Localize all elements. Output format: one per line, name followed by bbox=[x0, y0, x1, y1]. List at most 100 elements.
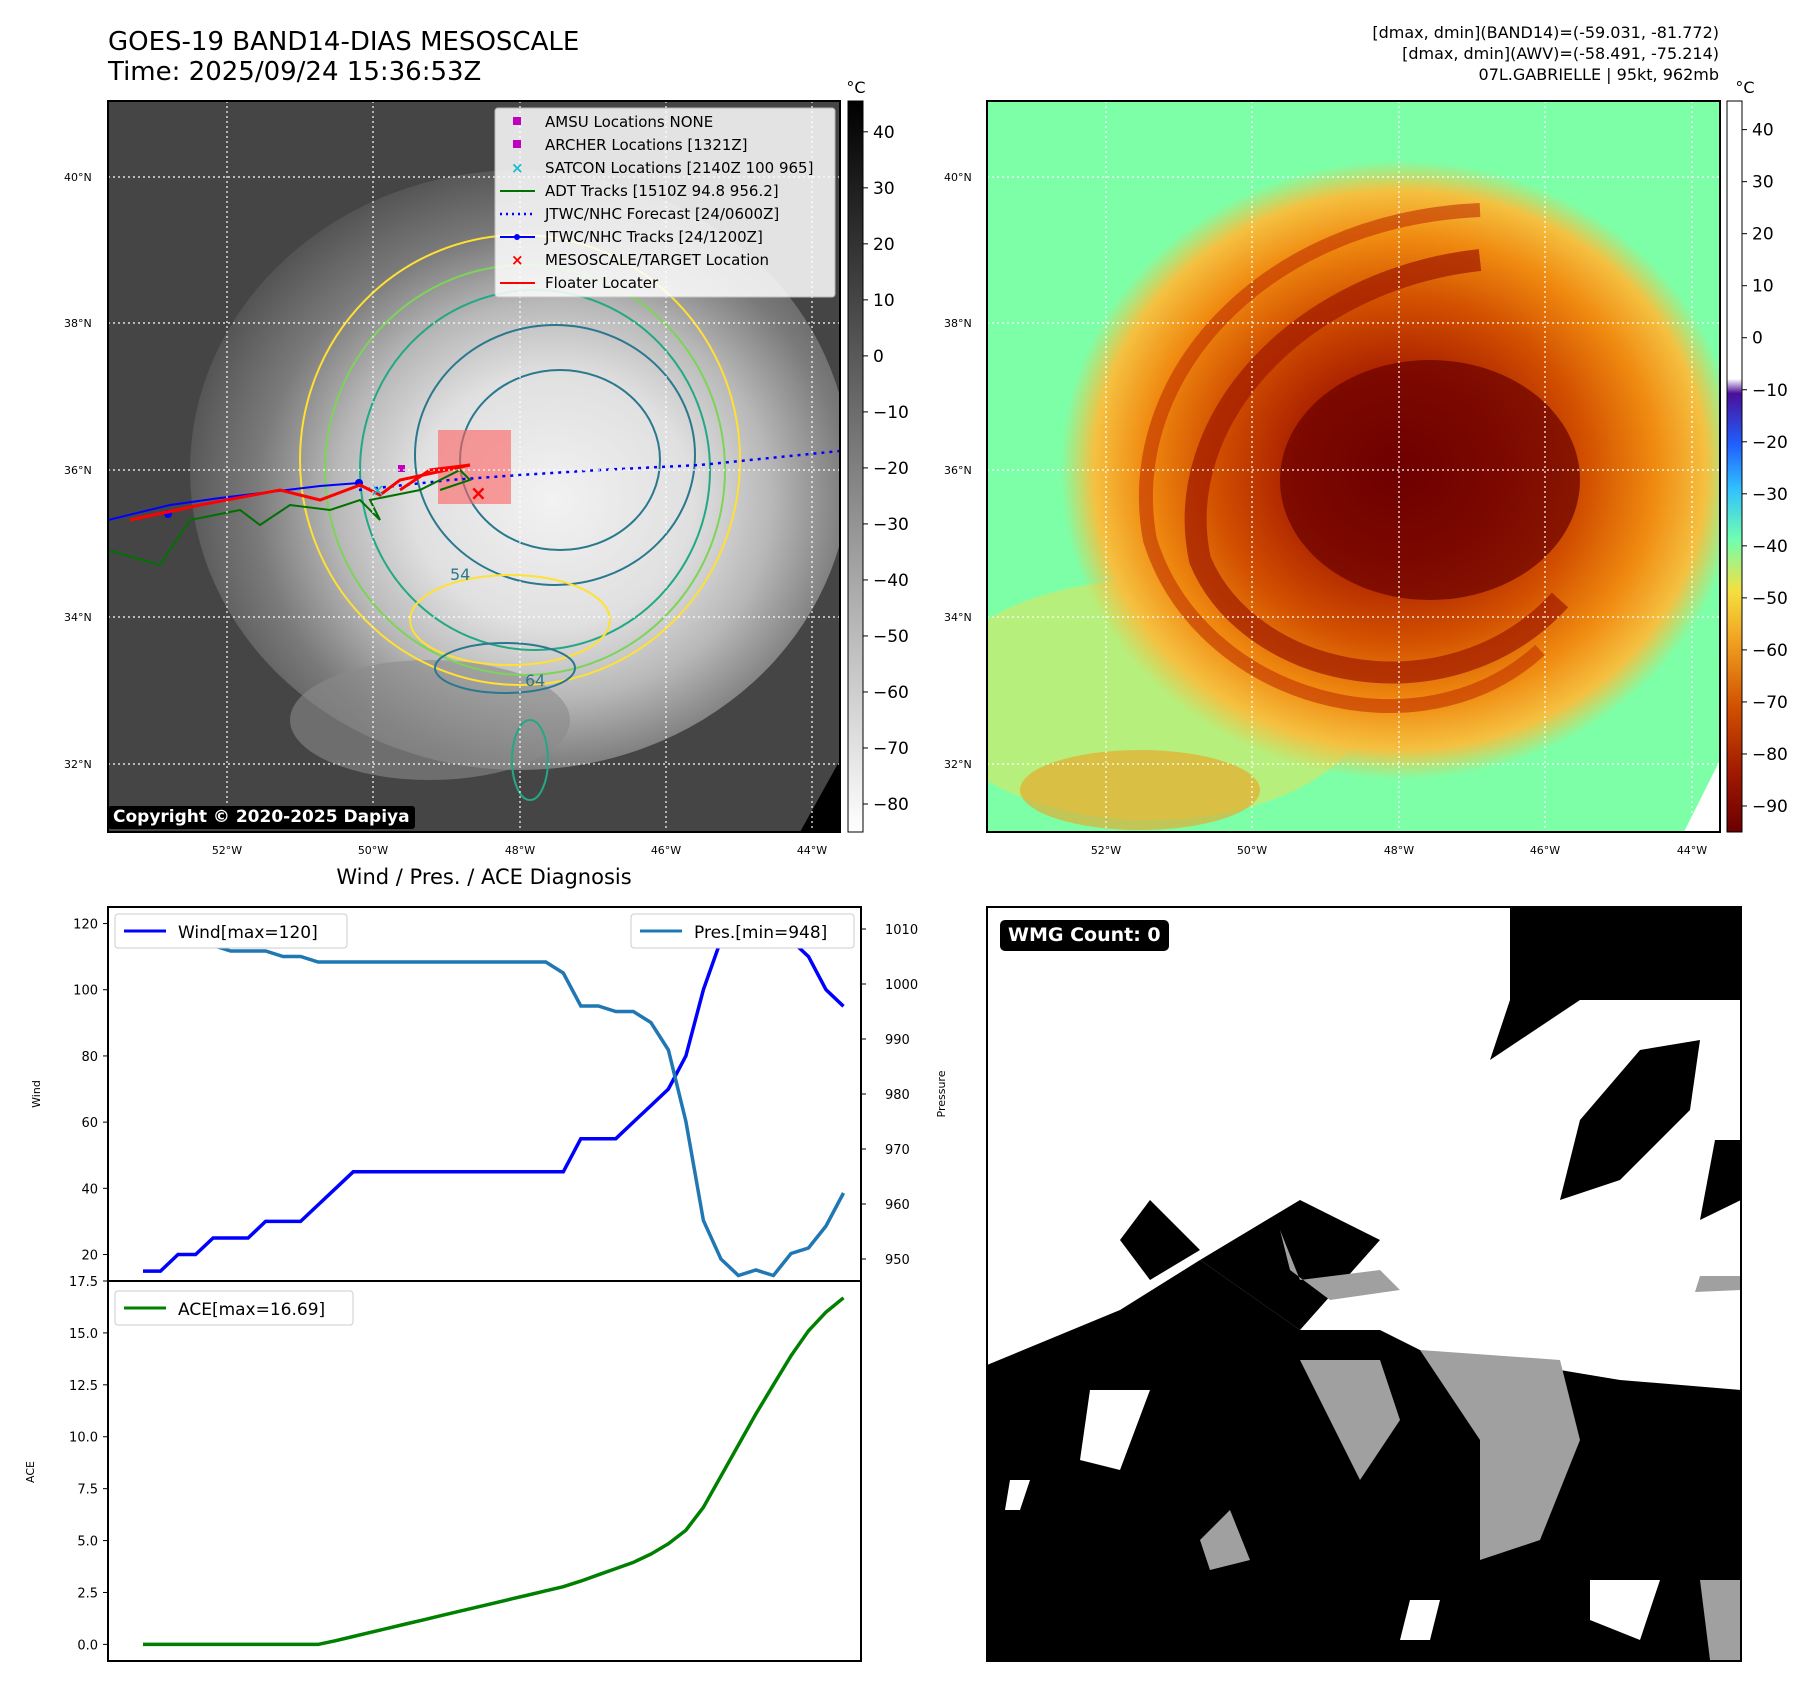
wmg-gray-region bbox=[1200, 1510, 1250, 1570]
wind-legend: Wind[max=120] bbox=[114, 913, 348, 949]
colorbar-tick-label: −30 bbox=[873, 515, 909, 535]
pressure-legend-label: Pres.[min=948] bbox=[694, 923, 827, 943]
pressure-legend-box bbox=[630, 913, 855, 949]
colorbar-tick-label: 30 bbox=[1752, 173, 1774, 193]
archer-location-marker bbox=[398, 465, 405, 472]
ir-colorbar-unit: °C bbox=[846, 78, 865, 97]
wmg-panel bbox=[986, 906, 1742, 1662]
wmg-count-label: WMG Count: 0 bbox=[1000, 920, 1169, 951]
legend-label: AMSU Locations NONE bbox=[545, 113, 713, 131]
wv-colorbar-ticks: 40 30 20 10 0 −10 −20 −30 −40 −50 −60 −70 −80 −90 bbox=[1742, 121, 1788, 817]
legend-box bbox=[494, 107, 836, 298]
y-tick-label: 80 bbox=[81, 1050, 98, 1065]
legend-label: JTWC/NHC Forecast [24/0600Z] bbox=[544, 205, 779, 223]
colorbar-tick-label: −50 bbox=[1752, 589, 1788, 609]
y-tick-label: 7.5 bbox=[77, 1483, 98, 1498]
wmg-white-region bbox=[1080, 1390, 1150, 1470]
contour-label: 64 bbox=[525, 671, 545, 690]
series-line-ace bbox=[143, 1296, 845, 1647]
colorbar-tick-label: −10 bbox=[1752, 381, 1788, 401]
colorbar-tick-label: −70 bbox=[1752, 693, 1788, 713]
legend-entry: JTWC/NHC Forecast [24/0600Z] bbox=[500, 205, 779, 223]
wv-frame bbox=[986, 100, 1721, 833]
legend-marker: × bbox=[511, 251, 524, 269]
lon-tick-label: 50°W bbox=[358, 844, 388, 857]
wmg-white-region bbox=[1005, 1480, 1030, 1510]
wv-colorbar-unit: °C bbox=[1735, 78, 1754, 97]
y2-tick-label: 1000 bbox=[885, 978, 918, 993]
lon-tick-label: 46°W bbox=[651, 844, 681, 857]
info-line2: [dmax, dmin](AWV)=(-58.491, -75.214) bbox=[1402, 44, 1719, 63]
colorbar-tick-label: 40 bbox=[873, 123, 895, 143]
wind-legend-label: Wind[max=120] bbox=[178, 923, 318, 943]
wv-core bbox=[1280, 360, 1580, 600]
diagnosis-chart-title: Wind / Pres. / ACE Diagnosis bbox=[336, 865, 631, 889]
wmg-gray-region bbox=[1280, 1230, 1400, 1300]
ir-colorbar-ticks: 40 30 20 10 0 −10 −20 −30 −40 −50 −60 −70 −80 bbox=[863, 123, 909, 815]
lon-tick-label: 48°W bbox=[505, 844, 535, 857]
wv-panel: 40°N 38°N 36°N 34°N 32°N 52°W 50°W 48°W … bbox=[944, 78, 1788, 857]
ace-chart-frame bbox=[107, 1280, 862, 1662]
y-tick-label: 17.5 bbox=[69, 1275, 98, 1290]
wmg-gray-region bbox=[1700, 1580, 1741, 1660]
y2-tick-label: 1010 bbox=[885, 923, 918, 938]
wmg-black-region bbox=[1490, 907, 1741, 1060]
colorbar-tick-label: −60 bbox=[873, 683, 909, 703]
info-line1: [dmax, dmin](BAND14)=(-59.031, -81.772) bbox=[1372, 23, 1719, 42]
lat-tick-label: 40°N bbox=[944, 171, 972, 184]
colorbar-tick-label: 30 bbox=[873, 179, 895, 199]
y-tick-label: 100 bbox=[73, 984, 98, 999]
wmg-black-region bbox=[1120, 1200, 1200, 1280]
legend-label: SATCON Locations [2140Z 100 965] bbox=[545, 159, 813, 177]
y-tick-label: 15.0 bbox=[69, 1327, 98, 1342]
series-line-pres. bbox=[143, 927, 846, 1278]
lon-tick-label: 52°W bbox=[212, 844, 242, 857]
wmg-frame bbox=[986, 906, 1742, 1662]
colorbar-tick-label: −80 bbox=[873, 795, 909, 815]
wmg-gray-region bbox=[1695, 1276, 1741, 1292]
colorbar-tick-label: −90 bbox=[1752, 797, 1788, 817]
lat-tick-label: 38°N bbox=[64, 317, 92, 330]
legend-entry: ARCHER Locations [1321Z] bbox=[513, 136, 748, 154]
wv-spiral-band bbox=[1139, 203, 1545, 713]
wmg-white-region bbox=[1400, 1600, 1440, 1640]
colorbar-tick-label: −30 bbox=[1752, 485, 1788, 505]
wind-chart-frame bbox=[107, 906, 862, 1282]
lon-tick-label: 52°W bbox=[1091, 844, 1121, 857]
wind-pressure-chart: 20 40 60 80 100 120 950 960 970 980 990 1000 1010 Wi… bbox=[30, 906, 948, 1282]
wmg-black-region bbox=[1560, 1040, 1700, 1200]
ir-panel: 54 64 × × bbox=[64, 78, 909, 857]
colorbar-tick-label: 10 bbox=[1752, 277, 1774, 297]
y2-tick-label: 950 bbox=[885, 1253, 910, 1268]
y-tick-label: 20 bbox=[81, 1249, 98, 1264]
ace-legend-label: ACE[max=16.69] bbox=[178, 1300, 325, 1320]
wv-lon-ticks: 52°W 50°W 48°W 46°W 44°W bbox=[1091, 844, 1707, 857]
wv-lat-ticks: 40°N 38°N 36°N 34°N 32°N bbox=[944, 171, 972, 771]
info-line3: 07L.GABRIELLE | 95kt, 962mb bbox=[1478, 65, 1719, 84]
colorbar-tick-label: −50 bbox=[873, 627, 909, 647]
colorbar-tick-label: −70 bbox=[873, 739, 909, 759]
contour-blue-south bbox=[434, 642, 576, 694]
ir-lat-ticks: 40°N 38°N 36°N 34°N 32°N bbox=[64, 171, 92, 771]
title-line1: GOES-19 BAND14-DIAS MESOSCALE bbox=[108, 27, 580, 57]
wv-dry-patch bbox=[1020, 750, 1260, 830]
legend-label: ADT Tracks [1510Z 94.8 956.2] bbox=[545, 182, 779, 200]
wv-spiral-band bbox=[1184, 249, 1569, 684]
legend-label: JTWC/NHC Tracks [24/1200Z] bbox=[544, 228, 763, 246]
ir-colorbar bbox=[847, 100, 864, 833]
legend-marker: × bbox=[511, 159, 524, 177]
legend-entry: AMSU Locations NONE bbox=[513, 113, 713, 131]
ir-missing-data-wedge bbox=[800, 760, 840, 832]
colorbar-tick-label: 20 bbox=[873, 235, 895, 255]
legend-marker bbox=[513, 117, 521, 125]
floater-locater-line bbox=[129, 463, 471, 522]
ace-ylabel: ACE bbox=[24, 1461, 37, 1483]
copyright-label: Copyright © 2020-2025 Dapiya bbox=[108, 806, 415, 829]
lon-tick-label: 50°W bbox=[1237, 844, 1267, 857]
mesoscale-target-marker: × bbox=[470, 481, 487, 505]
y-tick-label: 10.0 bbox=[69, 1431, 98, 1446]
colorbar-tick-label: −40 bbox=[873, 571, 909, 591]
wmg-gray-region bbox=[1300, 1360, 1400, 1480]
lat-tick-label: 40°N bbox=[64, 171, 92, 184]
info-block: [dmax, dmin](BAND14)=(-59.031, -81.772) … bbox=[1372, 22, 1719, 85]
